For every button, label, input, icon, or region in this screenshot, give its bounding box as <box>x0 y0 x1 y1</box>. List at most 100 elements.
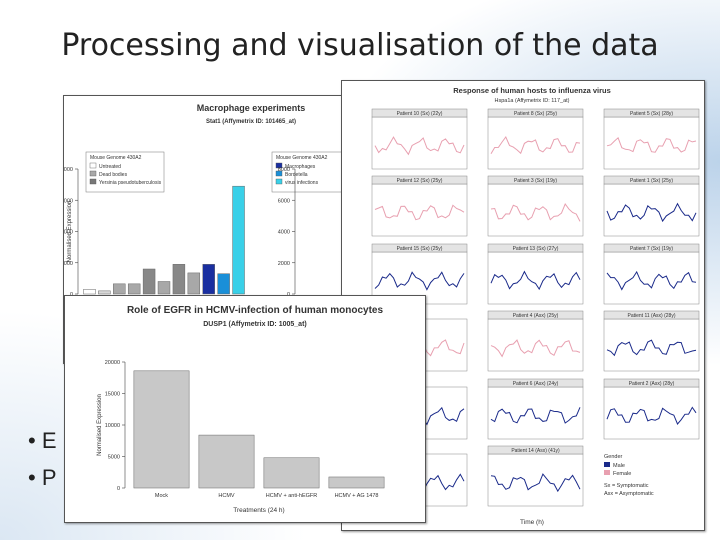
panel-header <box>603 243 700 253</box>
bar <box>202 264 215 295</box>
panel-label: Patient 14 (Asx) (41y) <box>511 448 560 454</box>
bar <box>142 268 156 295</box>
trace <box>606 136 697 153</box>
y2-tick-label: 8000 <box>278 167 290 173</box>
trace <box>490 270 581 291</box>
panel-label: Patient 7 (Sx) (19y) <box>630 246 673 252</box>
trace <box>606 202 697 223</box>
x-tick-label: Mock <box>155 493 168 499</box>
legend-label: Macrophages <box>285 164 316 170</box>
legend-swatch <box>275 178 283 185</box>
y-tick-label: 15000 <box>105 392 120 398</box>
panel <box>371 183 468 237</box>
y-tick-label: 6000 <box>64 198 73 204</box>
legend-label: virus infections <box>285 180 319 186</box>
panel-header <box>603 378 700 388</box>
legend-label: Male <box>613 463 625 469</box>
panel-header <box>487 310 584 320</box>
trace <box>490 339 581 358</box>
panel <box>487 251 584 305</box>
y-tick-label: 0 <box>117 486 120 492</box>
panel <box>603 183 700 237</box>
panel-header <box>487 108 584 118</box>
panel-header <box>603 175 700 185</box>
bullet: • P <box>28 465 57 490</box>
figure-subtitle: Hspa1a (Affymetrix ID: 117_at) <box>495 98 570 104</box>
legend-note: Asx = Asymptomatic <box>604 491 654 497</box>
figure-title: Response of human hosts to influenza vir… <box>453 86 611 95</box>
panel <box>487 183 584 237</box>
legend-swatch <box>604 470 610 475</box>
panel-label: Patient 10 (Sx) (22y) <box>397 111 443 117</box>
legend-label: Untreated <box>99 164 121 170</box>
bullet-text: E <box>41 428 57 453</box>
panel-header <box>371 175 468 185</box>
x-axis-label: Treatments (24 h) <box>233 507 284 514</box>
panel-header <box>487 243 584 253</box>
panel-label: Patient 5 (Sx) (28y) <box>630 111 673 117</box>
panel-label: Patient 8 (Sx) (25y) <box>514 111 557 117</box>
panel <box>603 318 700 372</box>
panel-header <box>371 243 468 253</box>
panel <box>487 386 584 440</box>
trace <box>374 271 465 291</box>
trace <box>490 473 581 493</box>
trace <box>606 270 697 291</box>
y-tick-label: 4000 <box>64 230 73 236</box>
bar <box>187 272 201 295</box>
legend-label: Bordetella <box>285 172 308 178</box>
legend-label: Yersinia pseudotuberculosis <box>99 180 162 186</box>
legend-label: Dead bodies <box>99 172 128 178</box>
y-tick-label: 5000 <box>108 455 120 461</box>
legend-swatch <box>89 170 97 177</box>
chart: Role of EGFR in HCMV-infection of human … <box>97 305 385 514</box>
bar <box>263 457 320 489</box>
bullet: • E <box>28 428 57 453</box>
panel <box>603 251 700 305</box>
y-tick-label: 2000 <box>64 261 73 267</box>
y-tick-label: 10000 <box>105 423 120 429</box>
x-tick-label: HCMV + AG 1478 <box>335 493 379 499</box>
panel-label: Patient 1 (Sx) (25y) <box>630 178 673 184</box>
panel-label: Patient 3 (Sx) (19y) <box>514 178 557 184</box>
panel-header <box>487 445 584 455</box>
panel-header <box>603 310 700 320</box>
panel-label: Patient 15 (Sx) (25y) <box>397 246 443 252</box>
bar <box>133 370 190 489</box>
legend-title: Gender <box>604 454 623 460</box>
panel-label: Patient 2 (Asx) (28y) <box>629 381 675 387</box>
legend-swatch <box>604 462 610 467</box>
legend-box <box>85 151 165 193</box>
trace <box>374 204 465 221</box>
y2-tick-label: 4000 <box>278 230 290 236</box>
bar <box>83 289 96 295</box>
y-tick-label: 8000 <box>64 167 73 173</box>
bar <box>328 476 385 489</box>
panel <box>603 116 700 170</box>
panel <box>487 116 584 170</box>
legend-note: Sx = Symptomatic <box>604 483 649 489</box>
bullet-text: P <box>41 465 57 490</box>
bar <box>172 264 186 295</box>
bar <box>198 434 255 489</box>
legend-swatch <box>89 162 97 169</box>
slide-title: Processing and visualisation of the data <box>61 28 659 63</box>
trace <box>606 406 697 425</box>
chart: Macrophage experiments Stat1 (Affymetrix … <box>61 103 351 298</box>
panel <box>487 453 584 507</box>
chart-subtitle: DUSP1 (Affymetrix ID: 1005_at) <box>203 321 306 328</box>
panel-label: Patient 4 (Asx) (25y) <box>513 313 559 319</box>
panel-label: Patient 6 (Asx) (24y) <box>513 381 559 387</box>
legend-label: Female <box>613 471 631 477</box>
panel <box>603 386 700 440</box>
trace <box>606 339 697 357</box>
bar <box>98 290 111 295</box>
bar <box>217 273 230 295</box>
panel <box>487 318 584 372</box>
panel-header <box>603 108 700 118</box>
legend-swatch <box>89 178 97 185</box>
y-axis-label: Normalised Expression <box>67 201 73 263</box>
y2-tick-label: 6000 <box>278 198 290 204</box>
y-axis-label: Normalised Expression <box>97 394 103 456</box>
